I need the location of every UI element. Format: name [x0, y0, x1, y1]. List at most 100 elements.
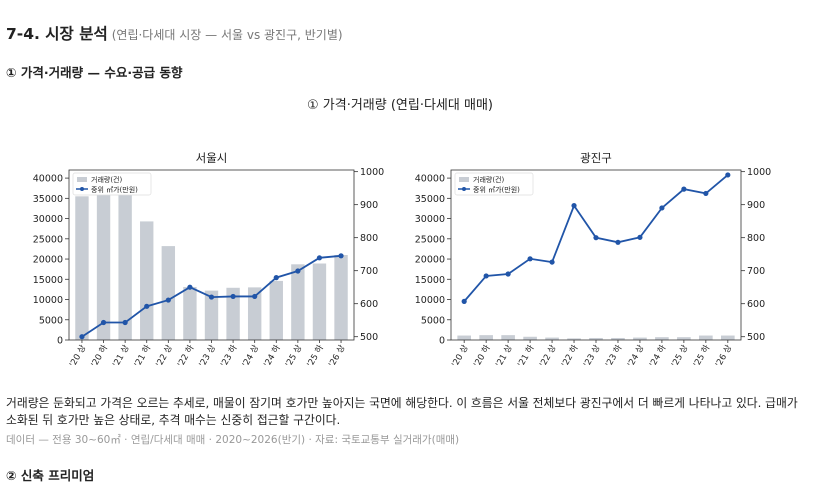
volume-bar	[204, 290, 219, 340]
price-point	[659, 205, 665, 211]
left-axis-tick-label: 30000	[415, 214, 445, 225]
left-axis-tick-label: 15000	[415, 275, 445, 286]
x-axis-tick-label: '20 상	[67, 343, 88, 369]
price-point	[483, 273, 489, 279]
price-point	[527, 256, 533, 262]
x-axis-tick-label: '25 하	[691, 343, 712, 369]
left-axis-tick-label: 10000	[33, 295, 63, 306]
volume-bar	[334, 255, 348, 340]
right-axis-tick-label: 900	[747, 200, 765, 211]
x-axis-tick-label: '21 상	[493, 343, 514, 369]
volume-bar	[699, 335, 713, 340]
price-point	[637, 234, 643, 240]
x-axis-tick-label: '21 하	[132, 343, 153, 369]
legend-label-price: 중위 ㎡가(만원)	[91, 185, 138, 194]
price-point	[252, 293, 258, 300]
x-axis-tick-label: '20 하	[471, 343, 492, 369]
price-point	[505, 271, 511, 277]
volume-bar	[677, 337, 691, 340]
price-point	[461, 298, 467, 304]
page-title: 7-4. 시장 분석 (연립·다세대 시장 — 서울 vs 광진구, 반기별)	[6, 22, 343, 44]
left-axis-tick-label: 25000	[33, 234, 63, 245]
volume-bar	[75, 196, 89, 340]
volume-bar	[312, 263, 327, 340]
volume-bar	[140, 221, 154, 340]
left-axis-tick-label: 40000	[415, 174, 445, 185]
legend-swatch-volume	[459, 177, 469, 182]
volume-bar	[457, 335, 471, 340]
left-axis-tick-label: 20000	[33, 255, 63, 266]
x-axis-tick-label: '21 하	[515, 343, 536, 369]
volume-bar	[523, 336, 537, 340]
volume-bar	[269, 280, 283, 340]
x-axis-tick-label: '25 하	[305, 343, 326, 369]
x-axis-tick-label: '23 상	[581, 343, 602, 369]
right-axis-tick-label: 900	[360, 200, 378, 211]
legend-marker-price	[80, 187, 84, 191]
price-point	[681, 186, 687, 192]
page-title-main: 7-4. 시장 분석	[6, 25, 108, 43]
section-heading-new-build-premium: ② 신축 프리미엄	[6, 468, 95, 483]
data-source-note: 데이터 — 전용 30~60㎡ · 연립/다세대 매매 · 2020~2026(…	[6, 434, 460, 446]
left-axis-tick-label: 0	[57, 336, 63, 347]
x-axis-tick-label: '21 상	[110, 343, 131, 369]
page-subtitle: (연립·다세대 시장 — 서울 vs 광진구, 반기별)	[111, 28, 343, 42]
price-point	[100, 319, 107, 326]
volume-bar	[611, 337, 625, 340]
price-point	[593, 235, 599, 241]
left-axis-tick-label: 5000	[39, 315, 63, 326]
analysis-text: 거래량은 둔화되고 가격은 오르는 추세로, 매물이 잠기며 호가만 높아지는 …	[6, 396, 798, 427]
x-axis-tick-label: '20 하	[89, 343, 110, 369]
price-point	[79, 334, 85, 340]
price-point	[571, 203, 577, 209]
price-point	[316, 255, 323, 261]
legend-swatch-volume	[77, 177, 87, 182]
legend-box	[72, 172, 152, 196]
left-axis-tick-label: 15000	[33, 275, 63, 286]
volume-bar	[589, 337, 603, 340]
volume-bar	[545, 337, 559, 340]
price-point	[338, 253, 344, 259]
x-axis-tick-label: '22 하	[559, 343, 580, 369]
volume-bar	[633, 337, 647, 340]
panel-title-1: 광진구	[580, 151, 612, 165]
x-axis-tick-label: '22 상	[537, 343, 558, 369]
right-axis-tick-label: 600	[747, 299, 765, 310]
price-point	[549, 259, 555, 265]
legend-label-price: 중위 ㎡가(만원)	[473, 185, 520, 194]
price-point	[208, 294, 215, 300]
x-axis-tick-label: '23 상	[197, 343, 218, 369]
volume-bar	[721, 335, 735, 340]
x-axis-tick-label: '25 상	[283, 343, 304, 369]
right-axis-tick-label: 1000	[747, 167, 771, 178]
volume-bar	[96, 188, 111, 340]
x-axis-tick-label: '24 상	[625, 343, 646, 369]
left-axis-tick-label: 35000	[415, 194, 445, 205]
panel-title-0: 서울시	[196, 151, 228, 165]
x-axis-tick-label: '25 상	[669, 343, 690, 369]
volume-bar	[655, 337, 669, 340]
volume-bar	[161, 246, 176, 340]
right-axis-tick-label: 1000	[360, 167, 384, 178]
left-axis-tick-label: 40000	[33, 174, 63, 185]
x-axis-tick-label: '24 상	[240, 343, 261, 369]
price-point	[230, 293, 236, 300]
price-point	[144, 303, 150, 309]
x-axis-tick-label: '23 하	[218, 343, 239, 369]
left-axis-tick-label: 5000	[421, 315, 445, 326]
left-axis-tick-label: 20000	[415, 255, 445, 266]
left-axis-tick-label: 35000	[33, 194, 63, 205]
price-point	[165, 297, 171, 303]
volume-bar	[183, 286, 197, 340]
price-point	[725, 172, 731, 178]
volume-bar	[567, 338, 581, 340]
volume-bar	[501, 335, 515, 340]
x-axis-tick-label: '26 상	[713, 343, 734, 369]
legend-box	[454, 172, 534, 196]
right-axis-tick-label: 700	[747, 266, 765, 277]
left-axis-tick-label: 0	[439, 336, 445, 347]
x-axis-tick-label: '22 하	[175, 343, 196, 369]
figure-title: ① 가격·거래량 (연립·다세대 매매)	[307, 98, 493, 113]
right-axis-tick-label: 500	[747, 332, 765, 343]
legend-label-volume: 거래량(건)	[91, 175, 122, 184]
